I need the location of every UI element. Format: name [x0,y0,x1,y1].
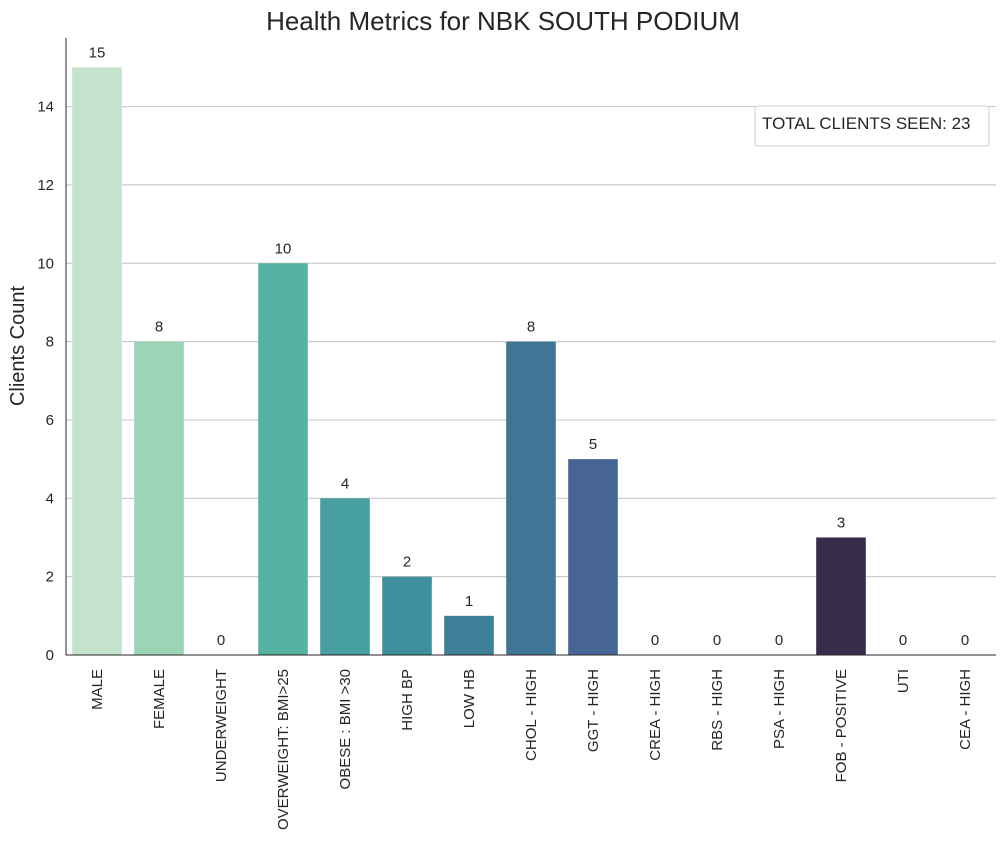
x-tick-label: HIGH BP [399,669,416,731]
y-tick-label: 2 [46,569,54,586]
value-label: 0 [217,632,225,649]
value-label: 0 [651,632,659,649]
value-label: 0 [775,632,783,649]
x-tick-label: GGT - HIGH [585,669,602,752]
x-tick-label: PSA - HIGH [771,669,788,749]
y-tick-label: 14 [37,99,54,116]
y-tick-label: 6 [46,412,54,429]
legend-text: TOTAL CLIENTS SEEN: 23 [762,114,970,133]
x-tick-label: CEA - HIGH [957,669,974,750]
value-label: 4 [341,475,349,492]
bars [72,67,866,655]
bar-8 [568,459,618,655]
chart-title: Health Metrics for NBK SOUTH PODIUM [266,6,740,36]
x-tick-label: LOW HB [461,669,478,728]
y-tick-label: 8 [46,334,54,351]
y-tick-label: 10 [37,255,54,272]
value-label: 8 [527,319,535,336]
value-label: 0 [899,632,907,649]
value-label: 15 [89,44,106,61]
x-tick-label: OBESE : BMI >30 [337,669,354,789]
bar-1 [134,341,184,655]
legend: TOTAL CLIENTS SEEN: 23 [754,105,990,147]
y-tick-label: 0 [46,647,54,664]
value-label: 2 [403,554,411,571]
value-label: 0 [713,632,721,649]
x-tick-label: MALE [89,669,106,710]
x-tick-label: UTI [895,669,912,693]
y-axis-label: Clients Count [7,286,29,407]
y-tick-labels: 0 2 4 6 8 10 12 14 [37,99,54,664]
bar-5 [382,576,432,655]
y-tick-label: 12 [37,177,54,194]
x-tick-label: FEMALE [151,669,168,729]
x-tick-label: CHOL - HIGH [523,669,540,761]
bar-4 [320,498,370,655]
value-label: 3 [837,514,845,531]
value-label: 0 [961,632,969,649]
x-tick-label: UNDERWEIGHT [213,669,230,782]
value-label: 8 [155,319,163,336]
x-tick-labels: MALE FEMALE UNDERWEIGHT OVERWEIGHT: BMI>25 O… [89,669,974,830]
value-labels: 15 8 0 10 4 2 1 8 5 0 0 0 3 0 0 [89,44,970,649]
value-label: 5 [589,436,597,453]
bar-0 [72,67,122,655]
y-tick-label: 4 [46,490,54,507]
bar-12 [816,537,866,655]
legend-box [754,105,990,147]
x-tick-label: OVERWEIGHT: BMI>25 [275,669,292,830]
x-tick-label: RBS - HIGH [709,669,726,751]
x-tick-label: CREA - HIGH [647,669,664,761]
bar-6 [444,615,494,655]
value-label: 10 [275,240,292,257]
bar-7 [506,341,556,655]
x-tick-label: FOB - POSITIVE [833,669,850,782]
bar-3 [258,263,308,655]
value-label: 1 [465,593,473,610]
